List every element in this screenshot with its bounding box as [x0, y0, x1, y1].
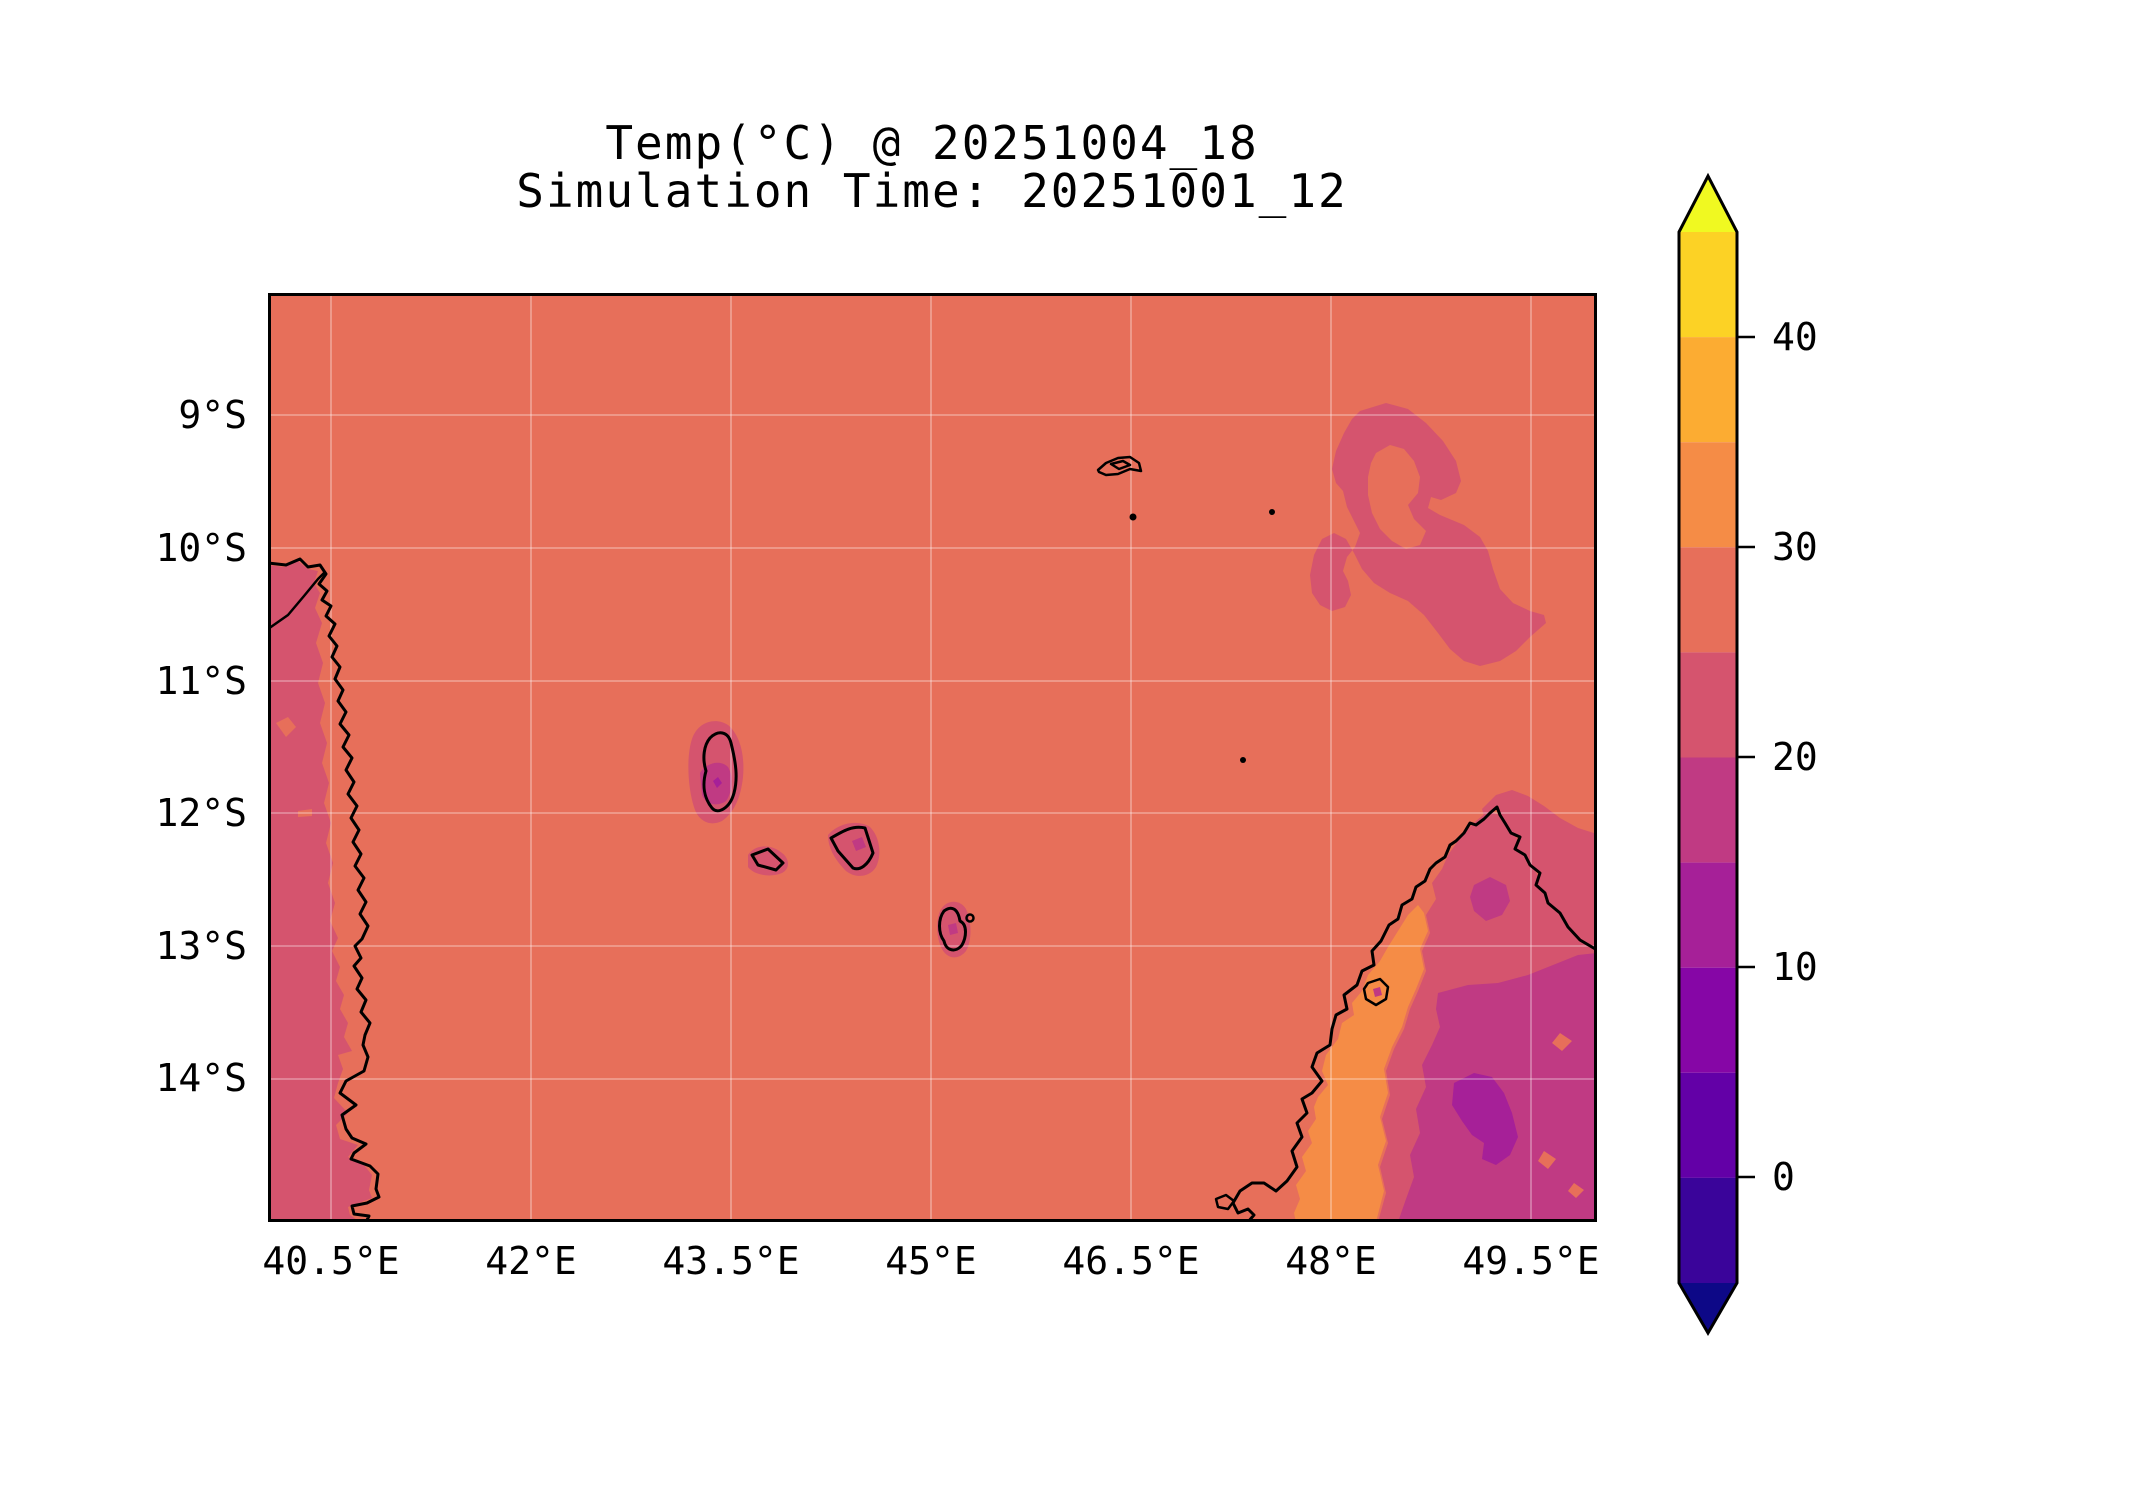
y-tick-11s: 11°S — [155, 659, 247, 703]
northeast-cool-patch — [1310, 403, 1546, 666]
small-island-dots — [1129, 509, 1275, 763]
madagascar-warm-band — [1294, 905, 1428, 1222]
colorbar-band-25-30 — [1679, 547, 1737, 653]
anjouan-magenta-dot — [852, 837, 866, 851]
y-tick-13s: 13°S — [155, 924, 247, 968]
colorbar-tick-30: 30 — [1772, 525, 1818, 569]
map-plot — [268, 293, 1597, 1222]
colorbar-band-20-25 — [1679, 652, 1737, 758]
colorbar-tick-0: 0 — [1772, 1155, 1795, 1199]
y-tick-9s: 9°S — [178, 393, 247, 437]
colorbar-tick-40: 40 — [1772, 315, 1818, 359]
x-tick-40-5e: 40.5°E — [262, 1239, 400, 1283]
grande-comore-purple-dot — [713, 777, 722, 788]
colorbar-band-5-10 — [1679, 967, 1737, 1073]
comoros-outlines — [702, 731, 975, 952]
y-tick-10s: 10°S — [155, 526, 247, 570]
colorbar-tick-20: 20 — [1772, 735, 1818, 779]
colorbar-tick-10: 10 — [1772, 945, 1818, 989]
madagascar-warm-spots — [1538, 1033, 1584, 1198]
x-tick-48e: 48°E — [1285, 1239, 1377, 1283]
colorbar — [1677, 172, 1755, 1336]
colorbar-tick-marks — [1737, 335, 1755, 1179]
colorbar-band-0-5 — [1679, 1072, 1737, 1178]
atoll-outline — [1096, 455, 1143, 477]
nosy-be-island — [1362, 977, 1390, 1007]
plot-title: Temp(°C) @ 20251004_18 — [605, 116, 1259, 170]
colorbar-under-arrow — [1679, 1283, 1737, 1333]
colorbar-band-30-35 — [1679, 442, 1737, 548]
ruvuma-river-line — [268, 571, 326, 631]
colorbar-over-arrow — [1679, 176, 1737, 232]
mayotte-magenta-dot — [948, 923, 958, 935]
africa-coastline — [268, 557, 381, 1222]
x-tick-46-5e: 46.5°E — [1062, 1239, 1200, 1283]
colorbar-outline — [1677, 172, 1739, 1336]
y-tick-14s: 14°S — [155, 1056, 247, 1100]
colorbar-band-10-15 — [1679, 862, 1737, 968]
x-tick-45e: 45°E — [885, 1239, 977, 1283]
africa-strip-warm-pocket — [276, 717, 312, 817]
bottom-islet-outline — [1214, 1193, 1236, 1211]
plot-border — [268, 293, 1597, 1222]
madagascar-purple-core — [1452, 1073, 1518, 1165]
madagascar-coastline — [1231, 805, 1597, 1222]
gridlines — [268, 293, 1597, 1222]
colorbar-band-m5-0 — [1679, 1177, 1737, 1283]
nosy-be-magenta-dot — [1373, 987, 1382, 997]
x-tick-49-5e: 49.5°E — [1462, 1239, 1600, 1283]
colorbar-band-35-40 — [1679, 337, 1737, 443]
y-tick-12s: 12°S — [155, 791, 247, 835]
x-tick-43-5e: 43.5°E — [662, 1239, 800, 1283]
colorbar-band-40-45 — [1679, 232, 1737, 338]
plot-subtitle: Simulation Time: 20251001_12 — [516, 164, 1348, 218]
x-tick-42e: 42°E — [485, 1239, 577, 1283]
madagascar-cape-magenta-patch — [1470, 877, 1510, 921]
colorbar-band-15-20 — [1679, 757, 1737, 863]
